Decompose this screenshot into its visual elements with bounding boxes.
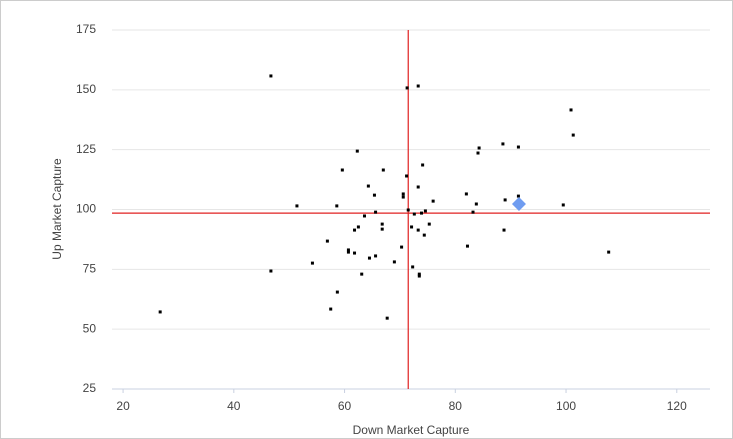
y-axis-label: Up Market Capture xyxy=(50,158,64,260)
point xyxy=(353,228,357,232)
point xyxy=(346,250,350,254)
point xyxy=(380,222,384,226)
point xyxy=(410,225,414,229)
point xyxy=(405,86,409,90)
point xyxy=(367,256,371,260)
point xyxy=(561,203,565,207)
y-tick-label: 25 xyxy=(83,381,97,395)
point xyxy=(416,185,420,189)
point xyxy=(412,212,416,216)
point xyxy=(417,272,421,276)
point xyxy=(431,199,435,203)
point xyxy=(406,208,410,212)
point xyxy=(423,209,427,213)
point xyxy=(346,248,350,252)
point xyxy=(325,239,329,243)
y-tick-label: 150 xyxy=(76,82,96,96)
point xyxy=(355,149,359,153)
point xyxy=(335,204,339,208)
point xyxy=(421,163,425,167)
point xyxy=(501,142,505,146)
point xyxy=(310,261,314,265)
point xyxy=(335,290,339,294)
point xyxy=(411,265,415,269)
point xyxy=(374,254,378,258)
point xyxy=(477,146,481,150)
point xyxy=(474,202,478,206)
y-tick-label: 100 xyxy=(76,202,96,216)
x-tick-label: 80 xyxy=(449,399,463,413)
point xyxy=(329,307,333,311)
y-tick-label: 175 xyxy=(76,22,96,36)
point xyxy=(422,233,426,237)
point xyxy=(385,316,389,320)
point xyxy=(516,194,520,198)
point xyxy=(360,272,364,276)
y-tick-label: 75 xyxy=(83,262,97,276)
point xyxy=(405,174,409,178)
point xyxy=(417,274,421,278)
highlight-point xyxy=(511,196,526,211)
x-tick-label: 120 xyxy=(667,399,687,413)
point xyxy=(420,211,424,215)
y-tick-label: 50 xyxy=(83,321,97,335)
x-axis-label: Down Market Capture xyxy=(353,423,470,437)
point xyxy=(269,269,273,273)
point xyxy=(516,145,520,149)
point xyxy=(464,192,468,196)
point xyxy=(340,168,344,172)
x-tick-label: 20 xyxy=(116,399,130,413)
point xyxy=(372,193,376,197)
point xyxy=(465,244,469,248)
x-tick-label: 100 xyxy=(556,399,576,413)
y-tick-label: 125 xyxy=(76,142,96,156)
point xyxy=(502,228,506,232)
point xyxy=(569,108,573,112)
point xyxy=(374,210,378,214)
point xyxy=(400,245,404,249)
point xyxy=(356,225,360,229)
point xyxy=(366,184,370,188)
point xyxy=(401,192,405,196)
point xyxy=(353,251,357,255)
point xyxy=(503,198,507,202)
point xyxy=(476,151,480,155)
point xyxy=(269,74,273,78)
point xyxy=(401,195,405,199)
point xyxy=(392,260,396,264)
x-tick-label: 60 xyxy=(338,399,352,413)
point xyxy=(381,168,385,172)
point xyxy=(295,204,299,208)
point xyxy=(427,222,431,226)
point xyxy=(607,250,611,254)
point xyxy=(471,210,475,214)
point xyxy=(158,310,162,314)
point xyxy=(416,84,420,88)
point xyxy=(416,228,420,232)
point xyxy=(571,133,575,137)
x-tick-label: 40 xyxy=(227,399,241,413)
point xyxy=(362,214,366,218)
point xyxy=(380,227,384,231)
